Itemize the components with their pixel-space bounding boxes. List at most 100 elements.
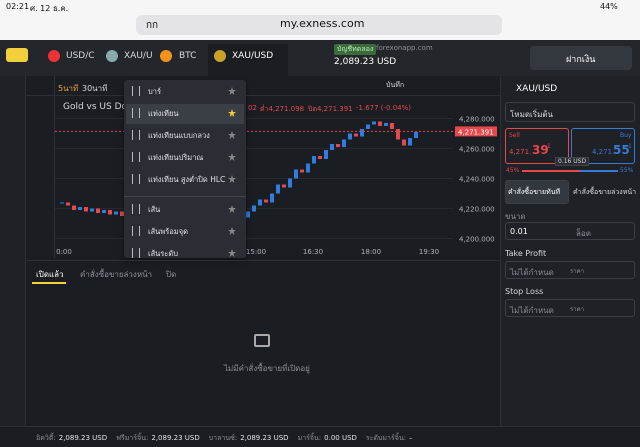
menu-item[interactable]: เส้นระดับ (148, 249, 178, 258)
stop-loss-unit[interactable]: ราคา (570, 306, 584, 313)
positions-tab[interactable]: ปิด (166, 270, 177, 279)
sentiment-bar (522, 170, 580, 172)
menu-item[interactable]: แท่งเทียน สูงต่ำปิด HLC (148, 175, 226, 184)
candle (72, 205, 76, 210)
price-chart: 4,200.000 4,220.000 4,240.000 4,260.000 4,28… (55, 116, 497, 256)
footer-label: ฟรีมาร์จิ้น: (116, 434, 149, 442)
menu-separator (124, 196, 246, 197)
flag-icon (106, 50, 118, 62)
menu-item[interactable]: บาร์ (148, 87, 162, 96)
x-tick-label: 0:00 (56, 248, 72, 256)
timeframe[interactable]: 5นาที (58, 84, 79, 93)
mode: โหมดเริ่มต้น (510, 110, 554, 119)
logo[interactable] (6, 48, 28, 62)
tab[interactable]: XAU/USD (232, 51, 274, 61)
candle (60, 202, 64, 204)
reader-button[interactable]: กก (146, 20, 159, 31)
tab[interactable]: XAU/U (124, 51, 153, 61)
menu-highlight (126, 104, 244, 124)
menu-item[interactable]: แท่งเทียน (148, 109, 179, 118)
size-input[interactable] (505, 222, 635, 240)
menu-icon (132, 226, 140, 236)
favorite-star (228, 87, 236, 95)
menu-item[interactable]: แท่งเทียนแบบกลวง (148, 131, 210, 140)
chart-title: Gold vs US Doll... (63, 102, 141, 112)
x-tick-label: 15:00 (246, 248, 266, 256)
symbol: XAU/USD (516, 84, 558, 94)
menu-icon (132, 152, 140, 162)
candle (78, 207, 82, 210)
order-panel (500, 76, 640, 426)
take-profit-label: Take Profit (505, 249, 547, 258)
candle (246, 211, 250, 218)
candle (408, 138, 412, 146)
buy-button[interactable] (571, 128, 635, 164)
tab[interactable]: USD/C (66, 51, 95, 61)
menu-icon (132, 108, 140, 118)
stop-loss-value: ไม่ได้กำหนด (510, 306, 554, 315)
take-profit-unit[interactable]: ราคา (570, 268, 584, 275)
sell-price-big: 39 (532, 143, 549, 157)
sell-percent: 45% (506, 167, 520, 174)
menu-icon (132, 86, 140, 96)
candle (90, 208, 94, 212)
active-tab-underline (32, 282, 66, 284)
take-profit-value: ไม่ได้กำหนด (510, 268, 554, 277)
candle (264, 199, 268, 203)
candle (96, 208, 100, 213)
menu-icon (132, 204, 140, 214)
x-tick-label: 19:30 (419, 248, 439, 256)
favorite-star (228, 205, 236, 213)
url-bar[interactable] (136, 15, 502, 35)
candle (390, 123, 394, 129)
candle (252, 205, 256, 212)
take-profit-input[interactable] (505, 261, 635, 279)
sentiment-bar (580, 170, 618, 172)
sell-label: Sell (509, 132, 520, 139)
candle (360, 129, 364, 137)
candle (330, 144, 334, 150)
menu-item[interactable]: เส้นพร้อมจุด (148, 227, 188, 236)
candle (324, 150, 328, 159)
candle (414, 132, 418, 138)
candle (288, 178, 292, 188)
ohlc: 02 (248, 104, 257, 112)
footer-value: 2,089.23 USD (58, 434, 108, 442)
candle (318, 156, 322, 159)
favorite-star (228, 227, 236, 235)
btc-icon (160, 50, 172, 62)
order-type-label[interactable]: คำสั่งซื้อขายล่วงหน้า (573, 188, 637, 196)
y-tick-label: 4,280.000 (459, 116, 495, 124)
spread: 0.16 USD (555, 157, 590, 166)
x-tick-label: 18:00 (361, 248, 381, 256)
candle (312, 156, 316, 164)
last-price-tag (455, 126, 497, 137)
mode-select[interactable] (505, 102, 635, 122)
size: 0.01 (510, 227, 528, 236)
candle (378, 121, 382, 126)
candle (270, 193, 274, 203)
sell-button[interactable] (505, 128, 569, 164)
menu-item[interactable]: เส้น (148, 205, 161, 214)
status-date: ศ. 12 ธ.ค. (30, 4, 69, 13)
balance[interactable]: 2,089.23 USD (334, 57, 397, 67)
order-type[interactable] (505, 180, 569, 204)
timeframe[interactable]: 30นาที (82, 84, 108, 93)
candle (348, 133, 352, 140)
positions-panel (26, 260, 500, 426)
deposit-button[interactable] (530, 46, 632, 70)
battery: 44% (600, 2, 618, 11)
y-tick-label: 4,220.000 (459, 206, 495, 214)
save-button[interactable]: บันทึก (386, 81, 405, 89)
left-sidebar (0, 76, 26, 426)
stop-loss-input[interactable] (505, 299, 635, 317)
candle (300, 169, 304, 173)
buy-percent: 55% (620, 167, 634, 174)
tab[interactable]: BTC (179, 51, 197, 61)
positions-tab[interactable]: เปิดแล้ว (36, 270, 64, 279)
menu-item[interactable]: แท่งเทียนปริมาณ (148, 153, 204, 162)
candle (396, 129, 400, 140)
x-tick-label: 16:30 (303, 248, 323, 256)
positions-tab[interactable]: คำสั่งซื้อขายล่วงหน้า (80, 270, 153, 279)
